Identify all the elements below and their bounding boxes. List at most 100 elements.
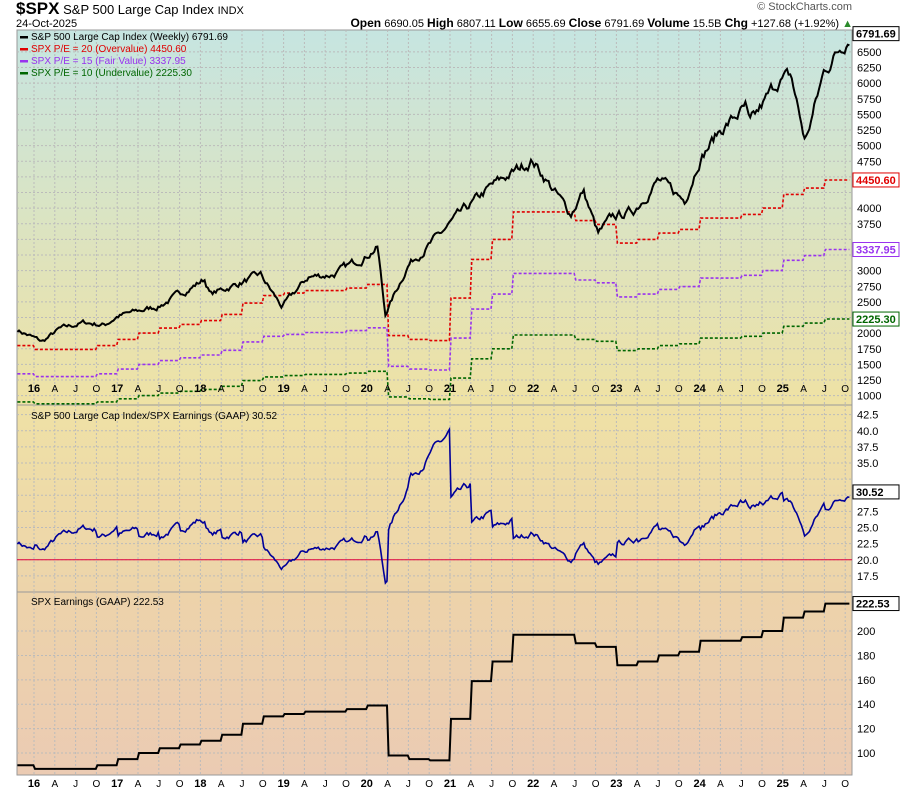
- y-tick-label: 17.5: [857, 571, 878, 583]
- y-tick-label: 22.5: [857, 539, 878, 551]
- x-tick-label: A: [218, 384, 225, 395]
- x-tick-label: J: [572, 384, 577, 395]
- legend-swatch: [20, 60, 28, 63]
- y-tick-label: 1000: [857, 391, 881, 403]
- legend-entry: SPX P/E = 10 (Undervalue) 2225.30: [31, 68, 192, 79]
- x-tick-label: O: [675, 779, 683, 790]
- x-tick-label: J: [739, 384, 744, 395]
- legend-swatch: [20, 36, 28, 39]
- x-tick-label: J: [156, 779, 161, 790]
- x-tick-label: J: [323, 384, 328, 395]
- legend-entry: SPX P/E = 15 (Fair Value) 3337.95: [31, 56, 186, 67]
- panel-3-title: SPX Earnings (GAAP) 222.53: [31, 597, 164, 608]
- x-tick-label: O: [425, 384, 433, 395]
- last-value-label: 2225.30: [856, 314, 896, 326]
- x-tick-label: A: [551, 384, 558, 395]
- x-tick-label: J: [156, 384, 161, 395]
- legend-entry: S&P 500 Large Cap Index (Weekly) 6791.69: [31, 32, 228, 43]
- x-tick-label: O: [509, 384, 517, 395]
- open-value: 6690.05: [384, 18, 424, 30]
- x-tick-label: A: [634, 384, 641, 395]
- x-tick-label: 22: [527, 778, 539, 790]
- x-tick-label: O: [425, 779, 433, 790]
- x-tick-label: O: [758, 779, 766, 790]
- x-tick-label: J: [822, 384, 827, 395]
- x-tick-label: A: [218, 779, 225, 790]
- x-tick-label: J: [489, 779, 494, 790]
- x-tick-label: J: [406, 384, 411, 395]
- y-tick-label: 120: [857, 724, 875, 736]
- y-tick-label: 6250: [857, 63, 881, 75]
- earnings-line: [17, 602, 850, 770]
- open-label: Open: [350, 16, 382, 30]
- index-name: S&P 500 Large Cap Index: [63, 2, 214, 17]
- x-tick-label: 23: [610, 778, 622, 790]
- x-tick-label: J: [323, 779, 328, 790]
- change-label: Chg: [724, 16, 748, 30]
- x-tick-label: 17: [111, 383, 123, 395]
- x-tick-label: O: [93, 384, 101, 395]
- y-tick-label: 2750: [857, 281, 881, 293]
- x-tick-label: J: [240, 779, 245, 790]
- price-line: [16, 43, 850, 343]
- x-tick-label: 21: [444, 383, 456, 395]
- x-tick-label: A: [135, 779, 142, 790]
- y-tick-label: 6500: [857, 47, 881, 59]
- x-tick-label: 19: [277, 778, 289, 790]
- legend-entry: SPX P/E = 20 (Overvalue) 4450.60: [31, 44, 187, 55]
- change-value: +127.68 (+1.92%): [750, 18, 840, 30]
- x-tick-label: O: [259, 384, 267, 395]
- x-tick-label: 17: [111, 778, 123, 790]
- last-value-label-box: [852, 26, 900, 42]
- last-value-label: 3337.95: [856, 245, 896, 257]
- quote-summary: Open 6690.05 High 6807.11 Low 6655.69 Cl…: [350, 17, 853, 30]
- chart-date: 24-Oct-2025: [16, 18, 78, 30]
- x-tick-label: O: [342, 384, 350, 395]
- x-tick-label: J: [73, 384, 78, 395]
- x-tick-label: J: [572, 779, 577, 790]
- y-tick-label: 6000: [857, 78, 881, 90]
- x-tick-label: J: [406, 779, 411, 790]
- last-value-label-box: [852, 172, 900, 188]
- x-tick-label: 25: [777, 383, 789, 395]
- last-value-label: 30.52: [856, 487, 884, 499]
- last-value-label-box: [852, 242, 900, 258]
- x-tick-label: A: [717, 384, 724, 395]
- x-tick-label: O: [841, 779, 849, 790]
- x-tick-label: O: [592, 779, 600, 790]
- y-tick-label: 4750: [857, 156, 881, 168]
- close-label: Close: [568, 16, 602, 30]
- x-tick-label: A: [384, 779, 391, 790]
- pe-ratio-line: [16, 426, 850, 585]
- last-value-label: 222.53: [856, 599, 890, 611]
- y-tick-label: 2000: [857, 328, 881, 340]
- x-tick-label: O: [342, 779, 350, 790]
- chart-title: $SPX S&P 500 Large Cap Index INDX: [16, 0, 244, 17]
- y-tick-label: 200: [857, 626, 875, 638]
- x-tick-label: J: [73, 779, 78, 790]
- stockcharts-watermark: © StockCharts.com: [757, 1, 852, 13]
- x-tick-label: O: [841, 384, 849, 395]
- x-tick-label: 24: [693, 383, 706, 395]
- x-tick-label: 19: [277, 383, 289, 395]
- x-tick-label: A: [717, 779, 724, 790]
- last-value-label: 4450.60: [856, 175, 896, 187]
- y-tick-label: 160: [857, 675, 875, 687]
- y-tick-label: 40.0: [857, 426, 878, 438]
- x-tick-label: 20: [361, 383, 373, 395]
- x-tick-label: A: [467, 779, 474, 790]
- y-tick-label: 20.0: [857, 555, 878, 567]
- y-tick-label: 4000: [857, 203, 881, 215]
- pe10-line: [17, 318, 850, 405]
- x-tick-label: O: [509, 779, 517, 790]
- x-tick-label: O: [758, 384, 766, 395]
- x-tick-label: J: [656, 384, 661, 395]
- x-tick-label: 24: [693, 778, 706, 790]
- x-tick-label: A: [384, 384, 391, 395]
- chart-header: $SPX S&P 500 Large Cap Index INDX 24-Oct…: [0, 0, 900, 30]
- y-tick-label: 37.5: [857, 442, 878, 454]
- x-tick-label: A: [800, 384, 807, 395]
- panel-3-background: [16, 591, 853, 776]
- x-tick-label: 22: [527, 383, 539, 395]
